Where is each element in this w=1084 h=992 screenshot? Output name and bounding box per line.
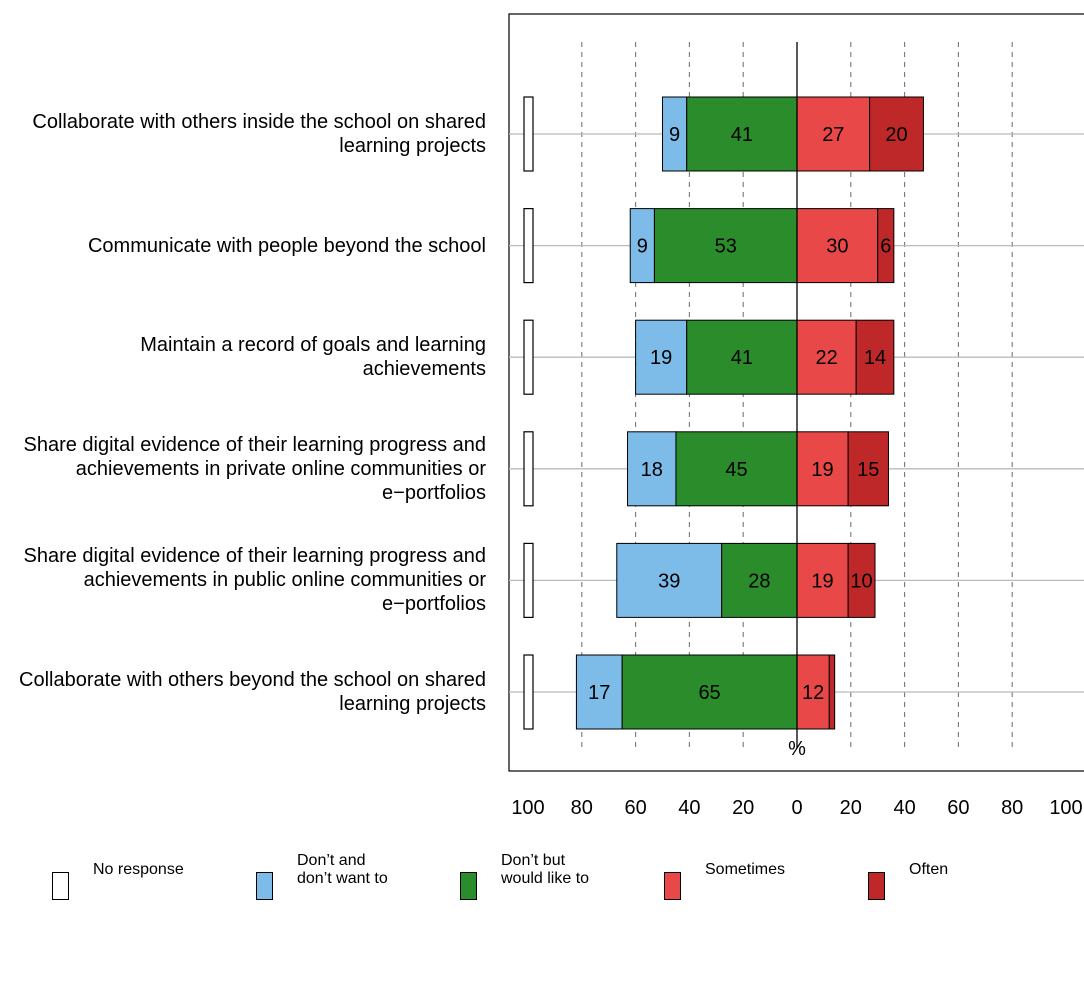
x-tick-label: 0 <box>791 797 802 819</box>
legend-label: No response <box>93 861 184 878</box>
legend-label: Often <box>909 861 949 878</box>
bar-segment <box>635 319 688 395</box>
bar-no-response <box>523 542 534 619</box>
bar-segment <box>869 96 924 172</box>
bar-value-label: 28 <box>748 570 770 592</box>
legend-swatch <box>52 872 69 900</box>
legend-item: Sometimes <box>664 852 785 900</box>
bar-segment <box>847 431 889 507</box>
bar-value-label: 9 <box>669 124 680 146</box>
x-tick-label: 60 <box>624 797 646 819</box>
x-tick-label: 60 <box>947 797 969 819</box>
bar-segment <box>847 542 876 618</box>
bar-segment <box>675 431 798 507</box>
legend-item: Don’t and don’t want to <box>256 852 388 900</box>
legend-item: Don’t but would like to <box>460 852 589 900</box>
bar-value-label: 20 <box>885 124 907 146</box>
legend-item: Often <box>868 852 948 900</box>
bar-segment <box>686 96 798 172</box>
bar-value-label: 19 <box>650 347 672 369</box>
bar-value-label: 10 <box>850 570 872 592</box>
bar-segment <box>796 319 857 395</box>
bar-no-response <box>523 319 534 395</box>
legend-label: Sometimes <box>705 861 786 878</box>
x-tick-label: 100 <box>1049 797 1082 819</box>
category-label: Share digital evidence of their learning… <box>23 433 486 504</box>
bar-segment <box>796 208 879 284</box>
bar-segment <box>616 542 723 618</box>
bar-value-label: 30 <box>826 236 848 258</box>
x-tick-label: 20 <box>732 797 754 819</box>
bar-segment <box>627 431 677 507</box>
bar-segment <box>686 319 798 395</box>
bar-segment <box>828 654 836 730</box>
bar-no-response <box>523 96 534 172</box>
bar-segment <box>653 208 798 284</box>
bar-no-response <box>523 431 534 507</box>
x-tick-label: 80 <box>571 797 593 819</box>
legend-label: Don’t but would like to <box>501 852 590 887</box>
x-tick-label: 40 <box>678 797 700 819</box>
bar-value-label: 17 <box>588 682 610 704</box>
bar-value-label: 39 <box>658 570 680 592</box>
x-tick-label: 100 <box>511 797 544 819</box>
x-tick-label: 40 <box>893 797 915 819</box>
legend: No response Don’t and don’t want to Don’t … <box>0 852 1084 992</box>
bar-value-label: 9 <box>637 236 648 258</box>
bar-value-label: 12 <box>802 682 824 704</box>
bar-value-label: 14 <box>864 347 886 369</box>
bar-value-label: 6 <box>880 236 891 258</box>
legend-swatch <box>868 872 885 900</box>
bar-value-label: 41 <box>731 347 753 369</box>
legend-swatch <box>460 872 477 900</box>
category-label: Share digital evidence of their learning… <box>23 545 486 616</box>
x-tick-label: 20 <box>840 797 862 819</box>
bar-value-label: 45 <box>725 459 747 481</box>
bar-value-label: 22 <box>815 347 837 369</box>
bar-value-label: 19 <box>811 459 833 481</box>
bar-value-label: 41 <box>731 124 753 146</box>
legend-swatch <box>256 872 273 900</box>
bar-no-response <box>523 208 534 284</box>
category-label: Communicate with people beyond the schoo… <box>87 234 486 257</box>
legend-label: Don’t and don’t want to <box>297 852 388 887</box>
bar-segment <box>662 96 688 172</box>
category-label: Maintain a record of goals and learning … <box>140 334 486 381</box>
legend-swatch <box>664 872 681 900</box>
category-label: Collaborate with others beyond the schoo… <box>19 669 486 715</box>
bar-segment <box>629 208 655 284</box>
bar-value-label: 53 <box>715 236 737 258</box>
bar-value-label: 19 <box>811 570 833 592</box>
bar-value-label: 65 <box>698 682 720 704</box>
bar-segment <box>796 654 830 730</box>
bar-segment <box>796 542 849 618</box>
bar-value-label: 18 <box>641 459 663 481</box>
bar-segment <box>877 208 895 284</box>
plot-frame <box>508 13 1084 772</box>
bar-value-label: 15 <box>857 459 879 481</box>
category-label: Collaborate with others inside the schoo… <box>32 111 486 157</box>
bar-value-label: 27 <box>822 124 844 146</box>
x-tick-label: 80 <box>1001 797 1023 819</box>
bar-segment <box>855 319 895 395</box>
x-axis-label: % <box>788 738 806 760</box>
legend-item: No response <box>52 852 184 900</box>
bar-segment <box>721 542 798 618</box>
bar-no-response <box>523 654 534 730</box>
